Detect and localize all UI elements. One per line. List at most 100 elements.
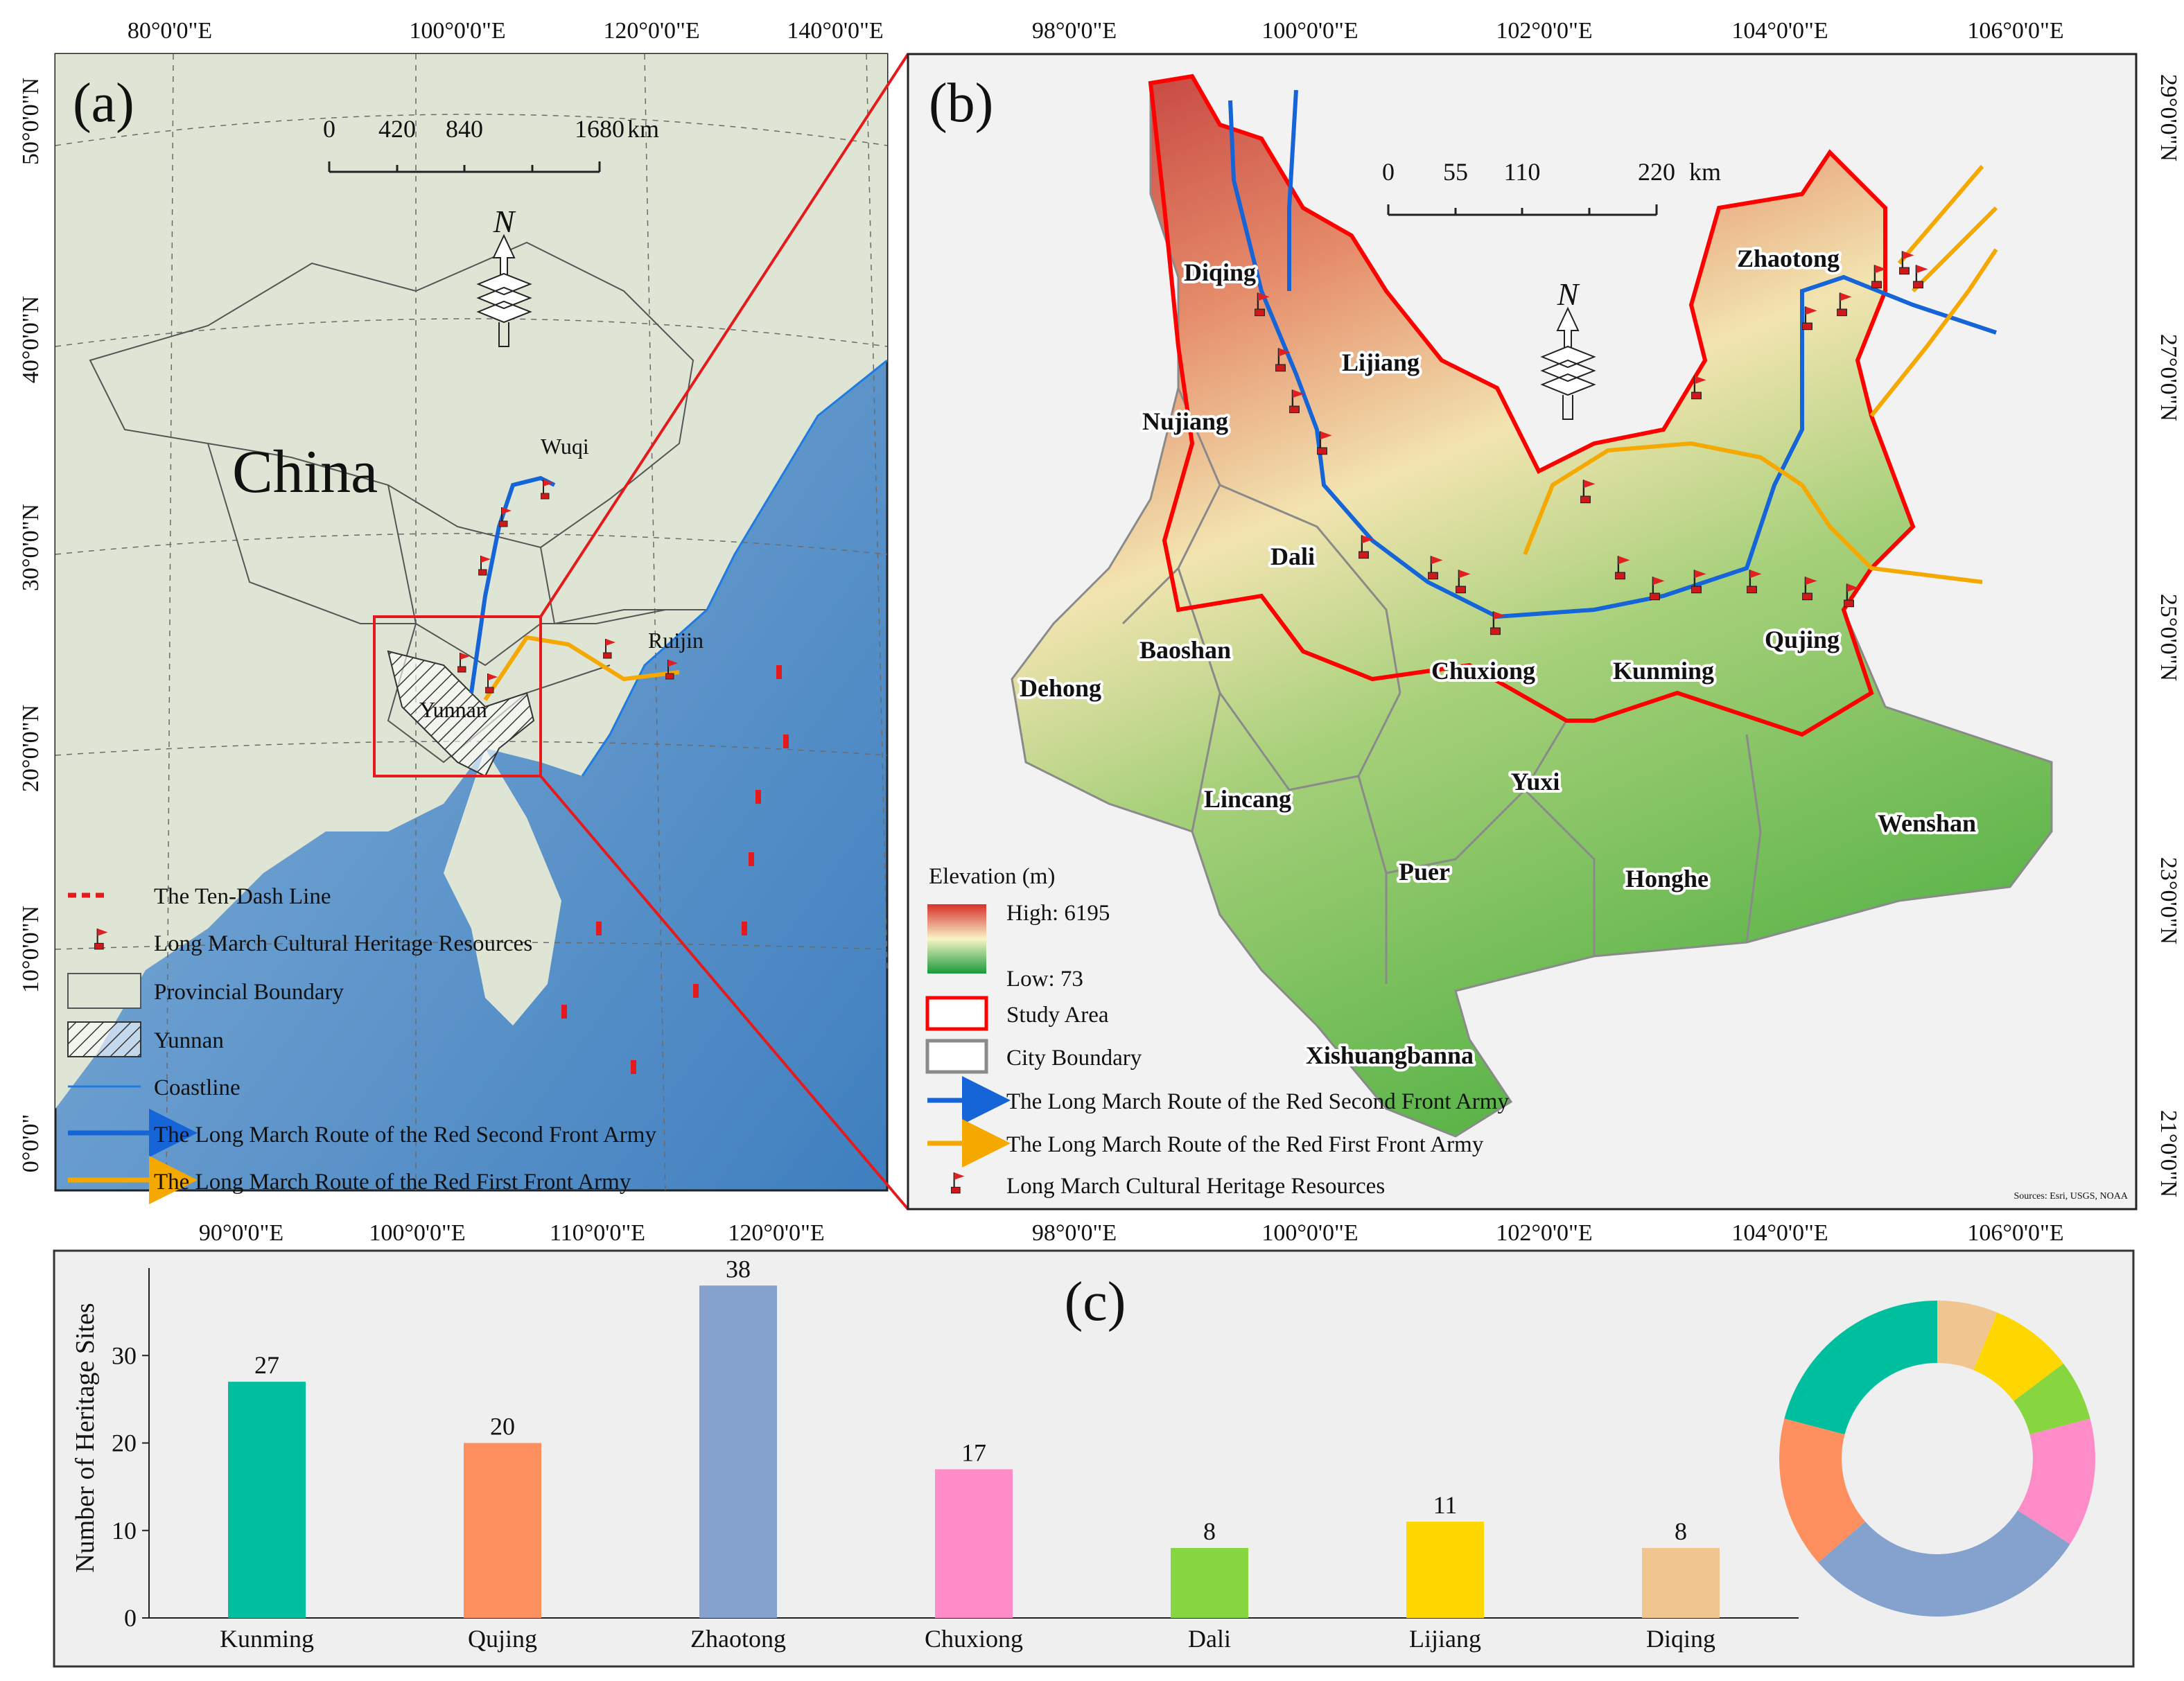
region-chuxiong: Chuxiong [1431, 657, 1535, 685]
svg-text:km: km [1689, 158, 1721, 186]
region-lincang: Lincang [1204, 785, 1291, 813]
panel-b-label: (b) [929, 73, 993, 134]
coastline [581, 359, 888, 777]
svg-text:102°0'0"E: 102°0'0"E [1496, 1220, 1592, 1246]
scale-bar-b: 0 55 110 220 km [1382, 158, 1721, 216]
legend-route-first: The Long March Route of the Red First Fr… [154, 1170, 631, 1195]
donut-slice-kunming [1784, 1301, 1937, 1435]
svg-text:110°0'0"E: 110°0'0"E [550, 1220, 645, 1246]
ten-dash-line [561, 665, 789, 1074]
region-diqing: Diqing [1184, 258, 1256, 286]
bar-lijiang [1406, 1522, 1484, 1618]
svg-text:30°0'0"N: 30°0'0"N [18, 504, 44, 591]
panel-a-label: (a) [73, 73, 134, 134]
legend-b-route-second: The Long March Route of the Red Second F… [1006, 1089, 1509, 1114]
bar-value-label: 8 [1675, 1517, 1687, 1545]
category-label: Lijiang [1409, 1625, 1481, 1653]
route-second-b-branch [1287, 89, 1298, 291]
legend-b-route-first: The Long March Route of the Red First Fr… [1006, 1132, 1484, 1157]
lat-right-b: 29°0'0"N 27°0'0"N 25°0'0"N 23°0'0"N 21°0… [2156, 74, 2181, 1197]
region-qujing: Qujing [1765, 626, 1840, 653]
route-second-b [1228, 100, 1997, 619]
svg-text:40°0'0"N: 40°0'0"N [18, 296, 44, 383]
region-xishuangbanna: Xishuangbanna [1306, 1041, 1474, 1069]
svg-text:1680: 1680 [575, 115, 624, 143]
y-tick-label: 20 [112, 1429, 137, 1457]
bar-kunming [228, 1382, 306, 1618]
donut-slice-diqing [1937, 1301, 1998, 1371]
inset-connector-top [539, 53, 909, 618]
bar-value-label: 38 [726, 1255, 751, 1283]
region-honghe: Honghe [1625, 865, 1709, 892]
svg-text:120°0'0"E: 120°0'0"E [728, 1220, 824, 1246]
place-yunnan: Yunnan [419, 697, 487, 722]
bar-value-label: 20 [490, 1413, 515, 1441]
lon-top-b: 98°0'0"E 100°0'0"E 102°0'0"E 104°0'0"E 1… [1032, 18, 2064, 44]
svg-text:104°0'0"E: 104°0'0"E [1731, 18, 1828, 44]
region-labels: Diqing Lijiang Nujiang Dali Baoshan Deho… [1017, 242, 1979, 1072]
place-ruijin: Ruijin [648, 628, 704, 653]
legend-elevation-low: Low: 73 [1006, 967, 1083, 992]
svg-text:840: 840 [446, 115, 483, 143]
svg-text:0: 0 [1382, 158, 1395, 186]
svg-text:23°0'0"N: 23°0'0"N [2156, 857, 2181, 944]
category-label: Chuxiong [925, 1625, 1023, 1653]
legend-b-heritage: Long March Cultural Heritage Resources [1006, 1174, 1385, 1199]
lat-left-a: 50°0'0"N 40°0'0"N 30°0'0"N 20°0'0"N 10°0… [18, 78, 44, 1172]
region-dehong: Dehong [1020, 674, 1101, 702]
route-first-b-north [1869, 165, 1998, 417]
bar-diqing [1642, 1548, 1720, 1618]
svg-text:98°0'0"E: 98°0'0"E [1032, 18, 1117, 44]
region-baoshan: Baoshan [1139, 636, 1231, 664]
svg-text:N: N [493, 204, 516, 239]
svg-text:106°0'0"E: 106°0'0"E [1967, 1220, 2063, 1246]
study-area-boundary [1148, 73, 1916, 737]
bar-chuxiong [935, 1469, 1013, 1618]
category-label: Qujing [468, 1625, 537, 1653]
lon-bottom-b: 98°0'0"E 100°0'0"E 102°0'0"E 104°0'0"E 1… [1032, 1220, 2064, 1246]
country-label: China [232, 439, 378, 506]
svg-text:50°0'0"N: 50°0'0"N [18, 78, 44, 165]
bar-zhaotong [699, 1285, 777, 1618]
legend-elevation-title: Elevation (m) [929, 864, 1055, 889]
svg-text:0°0'0": 0°0'0" [18, 1114, 44, 1173]
region-kunming: Kunming [1613, 657, 1714, 685]
region-yuxi: Yuxi [1511, 768, 1560, 795]
inset-box [373, 615, 542, 777]
bar-dali [1171, 1548, 1248, 1618]
region-zhaotong: Zhaotong [1737, 245, 1840, 272]
legend-a: The Ten-Dash Line Long March Cultural He… [67, 884, 656, 1204]
donut-slice-lijiang [1973, 1312, 2064, 1401]
svg-text:100°0'0"E: 100°0'0"E [1261, 18, 1358, 44]
svg-text:km: km [627, 115, 659, 143]
svg-text:21°0'0"N: 21°0'0"N [2156, 1110, 2181, 1197]
study-area-legend-symbol [925, 996, 988, 1031]
yunnan-legend-symbol [67, 1021, 141, 1057]
svg-text:120°0'0"E: 120°0'0"E [603, 18, 699, 44]
svg-text:110: 110 [1504, 158, 1541, 186]
svg-text:55: 55 [1443, 158, 1468, 186]
scale-bar-a: 0 420 840 1680 km [323, 115, 659, 173]
indochina-land [444, 748, 561, 1026]
svg-text:10°0'0"N: 10°0'0"N [18, 906, 44, 993]
route-second-a [469, 475, 556, 694]
svg-text:420: 420 [378, 115, 416, 143]
region-wenshan: Wenshan [1878, 809, 1976, 837]
y-axis-label: Number of Heritage Sites [71, 1303, 100, 1572]
city-boundary-legend-symbol [925, 1039, 988, 1074]
region-lijiang: Lijiang [1342, 349, 1419, 376]
legend-city-boundary: City Boundary [1006, 1046, 1142, 1071]
category-label: Diqing [1646, 1625, 1715, 1653]
y-tick-label: 10 [112, 1517, 137, 1544]
panel-a: (a) China Wuqi Ruijin Yunnan 0 420 840 1… [18, 18, 909, 1246]
lon-bottom-a: 90°0'0"E 100°0'0"E 110°0'0"E 120°0'0"E [199, 1220, 825, 1246]
inset-connector-bottom [539, 775, 909, 1211]
north-arrow-b: N [1540, 276, 1596, 420]
legend-provincial: Provincial Boundary [154, 980, 344, 1005]
svg-text:100°0'0"E: 100°0'0"E [1261, 1220, 1358, 1246]
place-wuqi: Wuqi [541, 434, 589, 459]
region-dali: Dali [1270, 543, 1315, 570]
panel-c-label: (c) [1065, 1271, 1126, 1332]
bar-value-label: 17 [961, 1438, 986, 1466]
lon-top-a: 80°0'0"E 100°0'0"E 120°0'0"E 140°0'0"E [128, 18, 884, 44]
